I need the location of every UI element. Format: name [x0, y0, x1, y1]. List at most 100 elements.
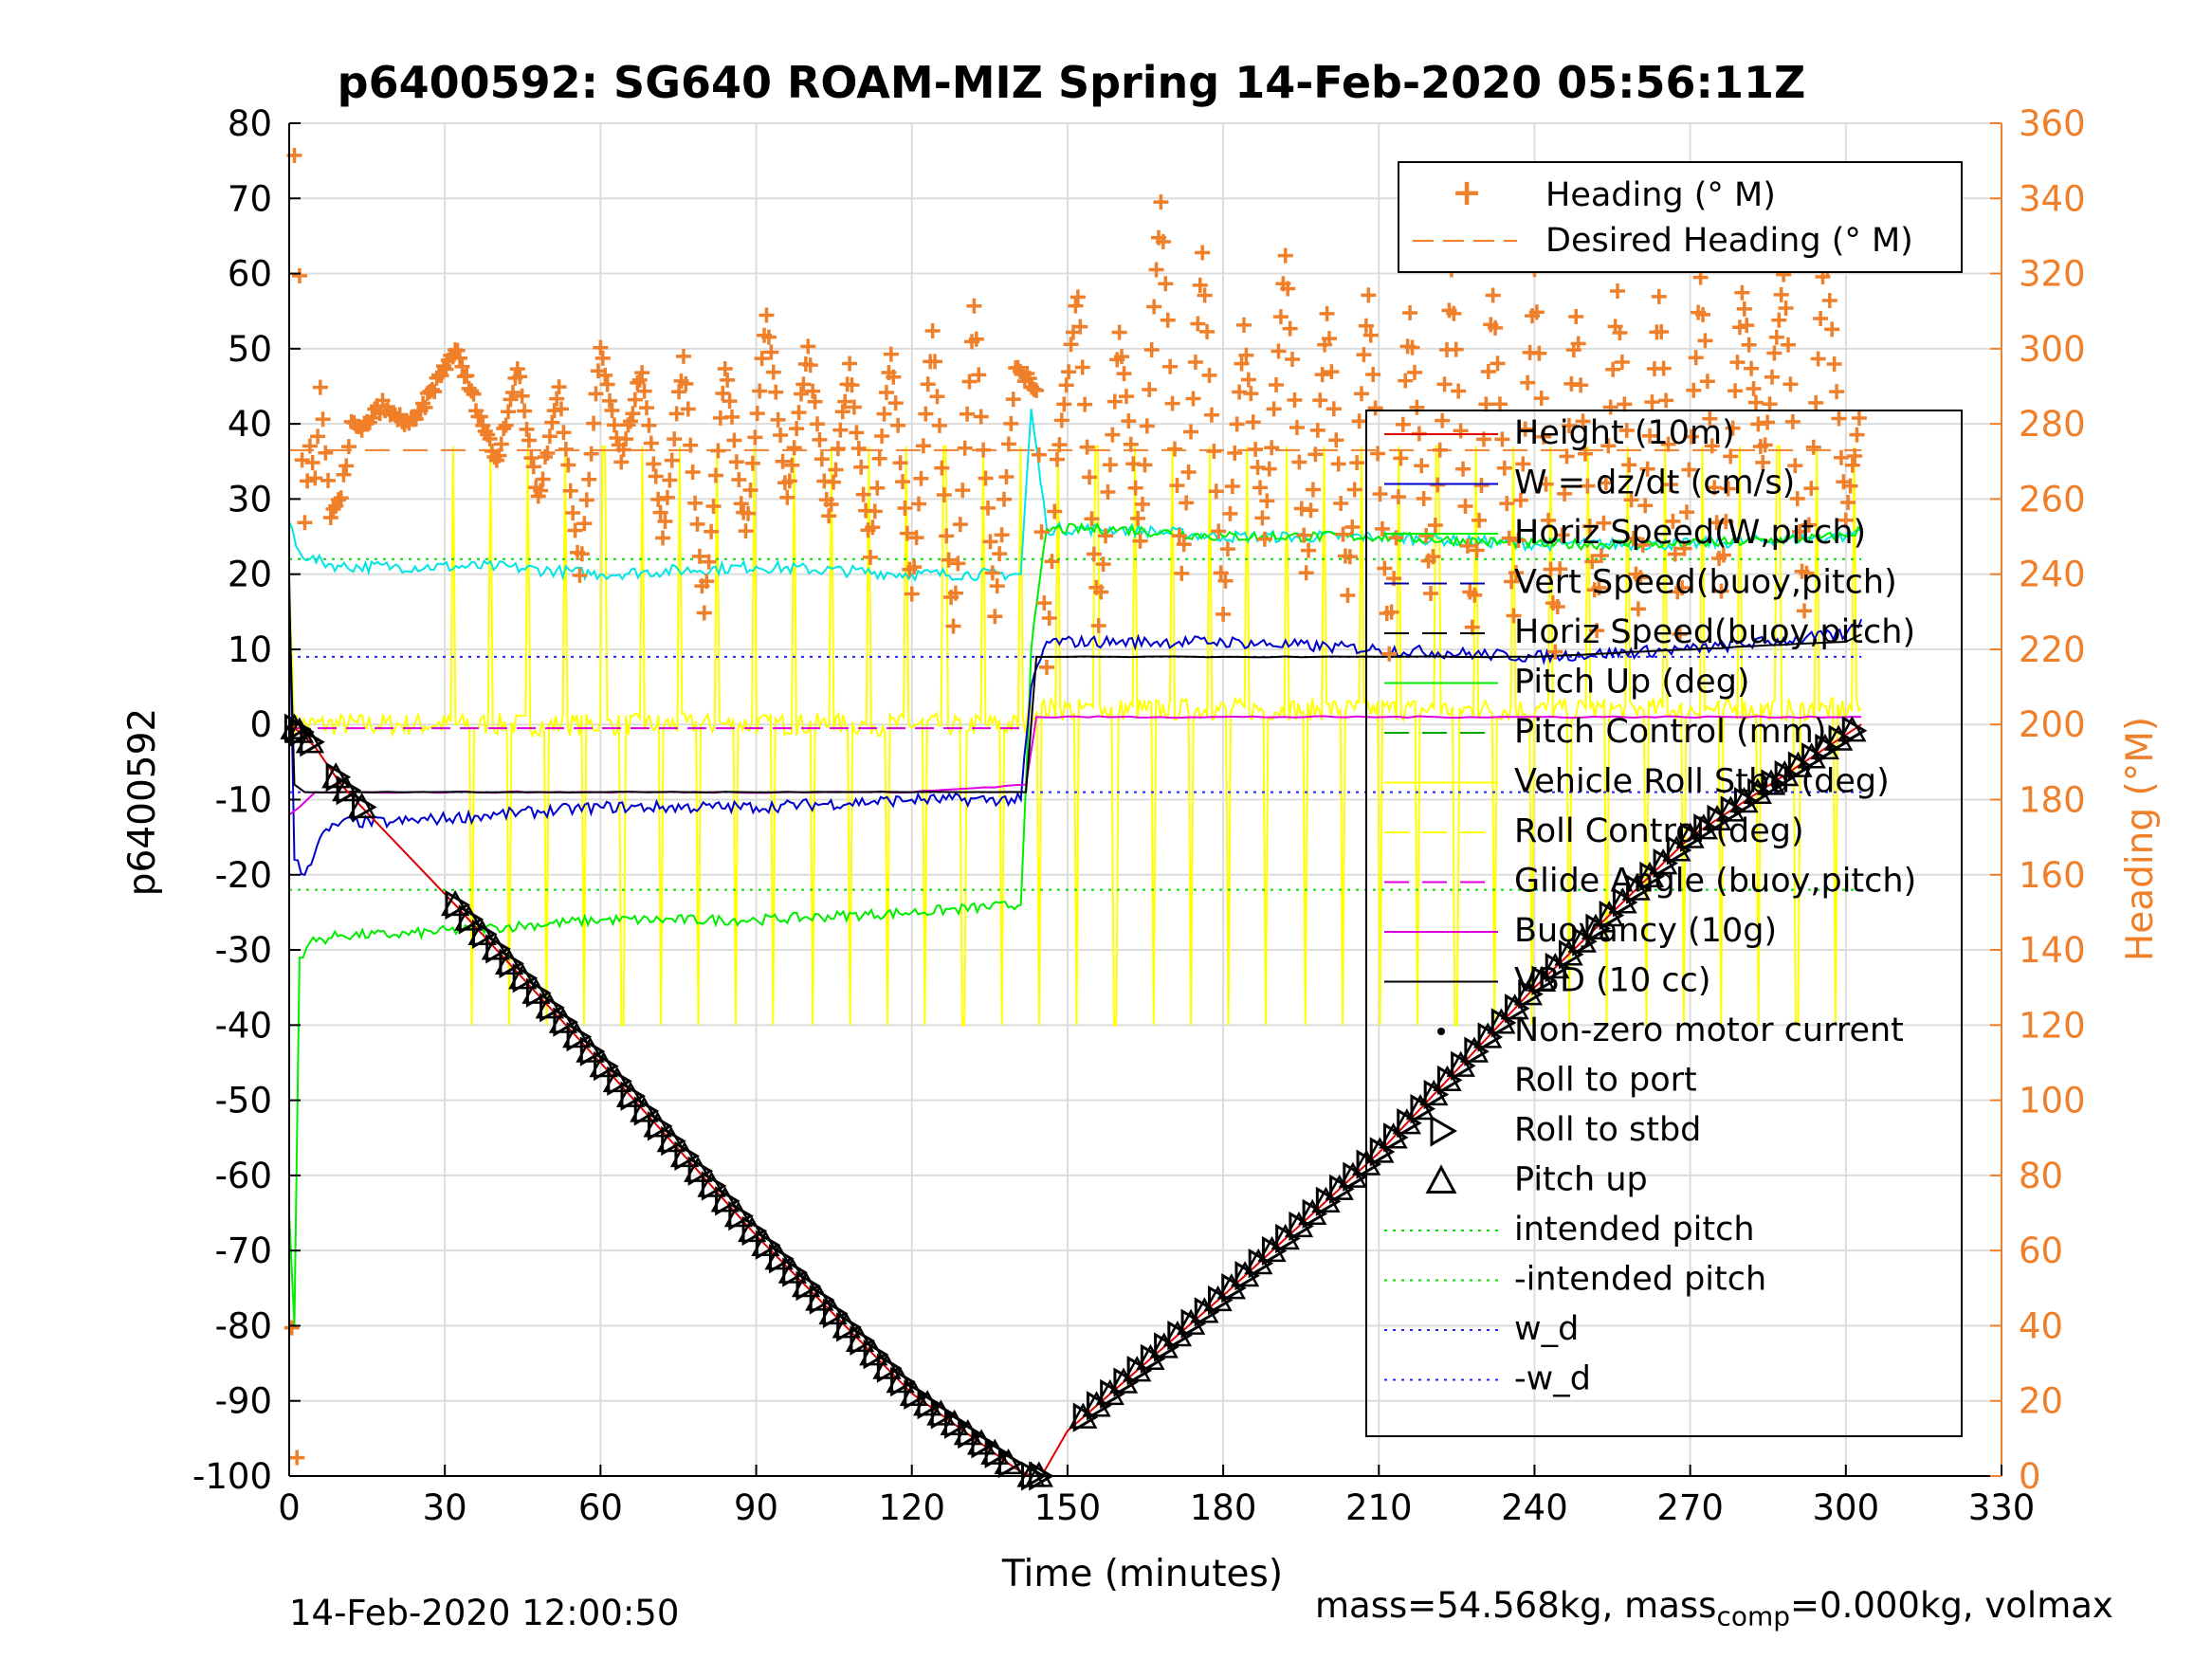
roll-stbd-marker: [1787, 751, 1814, 781]
heading-marker: [304, 454, 320, 470]
heading-marker: [927, 354, 943, 370]
heading-marker: [715, 386, 731, 402]
heading-marker: [496, 420, 512, 436]
heading-marker: [966, 298, 982, 314]
heading-marker: [1837, 512, 1854, 528]
heading-marker: [869, 480, 886, 496]
heading-marker: [1473, 477, 1490, 493]
heading-marker: [1621, 457, 1637, 473]
heading-marker: [1801, 517, 1817, 533]
heading-marker: [1697, 333, 1713, 349]
heading-marker: [1805, 439, 1821, 455]
heading-marker: [849, 425, 865, 441]
pitch-up-marker: [630, 1096, 659, 1122]
legend-label: Vert Speed(buoy,pitch): [1514, 564, 1897, 602]
heading-marker: [417, 399, 433, 415]
heading-marker: [1158, 276, 1174, 292]
roll-stbd-marker: [1113, 1367, 1139, 1397]
heading-marker: [1792, 523, 1808, 539]
roll-stbd-marker: [1140, 1343, 1166, 1374]
pitch-up-marker: [845, 1325, 875, 1352]
heading-marker: [1234, 356, 1250, 372]
heading-marker: [294, 452, 310, 468]
heading-marker: [544, 414, 560, 430]
heading-marker: [1095, 556, 1111, 573]
heading-marker: [1208, 483, 1224, 500]
heading-marker: [952, 517, 968, 533]
heading-marker: [760, 329, 777, 345]
heading-marker: [1803, 481, 1819, 497]
heading-marker: [1605, 361, 1621, 377]
pitch-up-marker: [332, 775, 361, 802]
heading-marker: [1235, 317, 1252, 333]
y-tick-label: -100: [192, 1456, 272, 1497]
heading-marker: [1557, 485, 1573, 501]
y2-tick-label: 60: [2019, 1231, 2063, 1271]
heading-marker: [1559, 448, 1575, 465]
heading-marker: [1139, 418, 1155, 434]
legend-label: Vehicle Roll Stbd (deg): [1514, 763, 1890, 801]
heading-marker: [1455, 461, 1472, 477]
heading-marker: [291, 267, 307, 283]
heading-marker: [1388, 530, 1404, 546]
y2-tick-label: 340: [2019, 178, 2086, 219]
heading-marker: [1328, 432, 1344, 448]
heading-marker: [1102, 457, 1118, 473]
heading-marker: [1121, 413, 1137, 429]
heading-marker: [768, 384, 784, 400]
x-tick-label: 270: [1656, 1487, 1724, 1528]
heading-marker: [602, 392, 618, 409]
heading-marker: [1243, 386, 1259, 402]
heading-marker: [934, 460, 950, 476]
heading-marker: [554, 401, 570, 417]
heading-marker: [1021, 371, 1037, 387]
heading-marker: [625, 406, 641, 422]
pitch-up-marker: [723, 1201, 754, 1228]
heading-marker: [906, 559, 923, 575]
roll-stbd-marker: [809, 1285, 835, 1315]
heading-marker: [1728, 383, 1744, 399]
heading-marker: [1272, 309, 1289, 325]
heading-marker: [1757, 437, 1773, 453]
roll-stbd-marker: [1761, 769, 1786, 799]
heading-marker: [1303, 502, 1319, 519]
heading-marker: [1789, 491, 1805, 507]
roll-stbd-marker: [336, 775, 362, 806]
heading-marker: [1005, 392, 1021, 408]
heading-marker: [572, 567, 588, 583]
heading-marker: [464, 383, 480, 399]
heading-marker: [744, 455, 760, 471]
heading-marker: [1734, 284, 1750, 301]
footer-timestamp: 14-Feb-2020 12:00:50: [289, 1593, 680, 1633]
heading-marker: [939, 528, 955, 544]
heading-marker: [1370, 446, 1386, 462]
roll-stbd-marker: [1167, 1320, 1193, 1351]
heading-marker: [979, 500, 996, 516]
heading-marker: [1577, 446, 1593, 462]
heading-marker: [627, 392, 643, 408]
heading-marker: [1269, 377, 1285, 393]
heading-marker: [1277, 247, 1293, 264]
pitch-up-marker: [643, 1111, 672, 1138]
roll-stbd-marker: [687, 1156, 714, 1186]
heading-marker: [1494, 431, 1510, 447]
heading-marker: [904, 586, 920, 602]
roll-stbd-marker: [701, 1171, 727, 1201]
heading-marker: [1612, 325, 1628, 341]
pitch-up-marker: [684, 1156, 713, 1182]
legend-label: Roll to stbd: [1514, 1111, 1701, 1149]
heading-marker: [826, 474, 842, 490]
heading-marker: [733, 496, 749, 512]
pitch-up-marker: [548, 1007, 578, 1033]
heading-marker: [466, 386, 482, 402]
y-tick-label: -10: [215, 780, 272, 821]
heading-marker: [336, 466, 352, 483]
heading-marker: [1672, 627, 1688, 643]
heading-marker: [989, 578, 1005, 594]
heading-marker: [683, 437, 699, 453]
heading-marker: [1688, 350, 1704, 366]
roll-stbd-marker: [876, 1353, 903, 1383]
heading-marker: [878, 384, 894, 400]
heading-marker: [931, 417, 947, 433]
heading-marker: [1755, 454, 1771, 470]
